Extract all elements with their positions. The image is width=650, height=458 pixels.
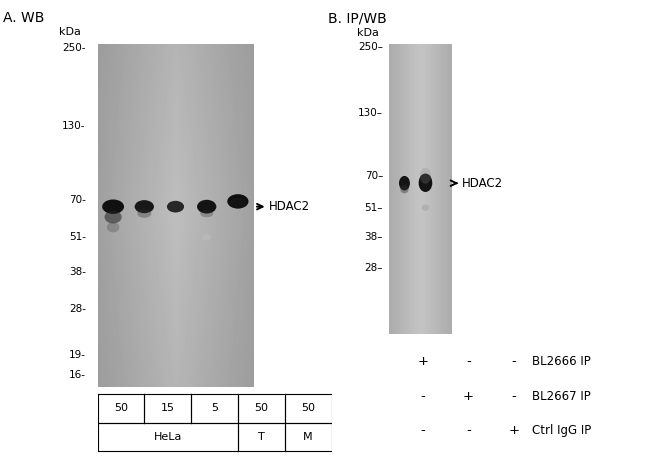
Text: 19-: 19-: [69, 350, 86, 360]
Text: -: -: [421, 424, 425, 437]
Text: 15: 15: [161, 403, 175, 413]
Text: 38-: 38-: [69, 267, 86, 278]
Text: kDa: kDa: [357, 27, 379, 38]
Ellipse shape: [135, 200, 154, 213]
Ellipse shape: [400, 185, 409, 193]
Ellipse shape: [422, 204, 429, 211]
Ellipse shape: [105, 210, 122, 224]
Ellipse shape: [107, 222, 120, 232]
Text: -: -: [512, 355, 516, 368]
Text: 38–: 38–: [365, 232, 383, 242]
Text: 16-: 16-: [69, 371, 86, 380]
Text: A. WB: A. WB: [3, 11, 45, 26]
Text: 51–: 51–: [365, 202, 383, 213]
Text: 70-: 70-: [69, 195, 86, 205]
Text: +: +: [463, 390, 474, 403]
Ellipse shape: [102, 199, 124, 214]
Ellipse shape: [419, 174, 432, 192]
Ellipse shape: [200, 210, 213, 217]
Text: HDAC2: HDAC2: [462, 177, 503, 190]
Ellipse shape: [229, 198, 246, 208]
Text: 130–: 130–: [358, 109, 383, 118]
Text: -: -: [512, 390, 516, 403]
Ellipse shape: [227, 194, 248, 208]
Text: 5: 5: [211, 403, 218, 413]
Ellipse shape: [202, 234, 211, 240]
Text: T: T: [258, 432, 265, 442]
Text: +: +: [417, 355, 428, 368]
Ellipse shape: [137, 209, 151, 218]
Text: 50: 50: [301, 403, 315, 413]
Text: 70–: 70–: [365, 171, 383, 181]
Text: HeLa: HeLa: [153, 432, 182, 442]
Text: kDa: kDa: [58, 27, 81, 37]
Text: 50: 50: [114, 403, 128, 413]
Ellipse shape: [197, 200, 216, 213]
Text: Ctrl IgG IP: Ctrl IgG IP: [532, 424, 591, 437]
Text: B. IP/WB: B. IP/WB: [328, 11, 387, 26]
Text: -: -: [421, 390, 425, 403]
Text: BL2667 IP: BL2667 IP: [532, 390, 590, 403]
Text: BL2666 IP: BL2666 IP: [532, 355, 590, 368]
Ellipse shape: [167, 201, 184, 213]
Text: +: +: [508, 424, 519, 437]
Text: 250-: 250-: [62, 43, 86, 53]
Ellipse shape: [419, 174, 432, 187]
Text: M: M: [304, 432, 313, 442]
Text: -: -: [466, 424, 471, 437]
Text: 51-: 51-: [69, 232, 86, 242]
Text: HDAC2: HDAC2: [269, 200, 310, 213]
Ellipse shape: [399, 176, 410, 191]
Text: 130-: 130-: [62, 121, 86, 131]
Text: 50: 50: [254, 403, 268, 413]
Text: 250–: 250–: [358, 43, 383, 53]
Ellipse shape: [420, 181, 431, 192]
Text: 28–: 28–: [365, 263, 383, 273]
Text: -: -: [466, 355, 471, 368]
Ellipse shape: [420, 168, 431, 184]
Text: 28-: 28-: [69, 304, 86, 314]
